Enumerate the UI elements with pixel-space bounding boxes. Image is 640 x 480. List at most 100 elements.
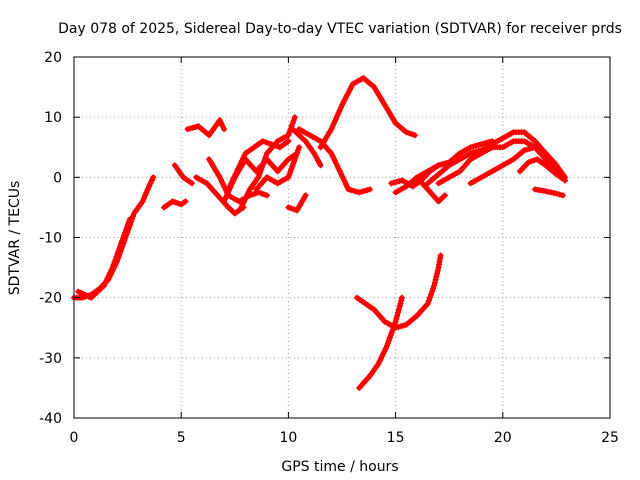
data-point bbox=[128, 218, 131, 221]
data-point bbox=[347, 188, 350, 191]
data-point bbox=[223, 200, 225, 203]
data-point bbox=[426, 182, 429, 185]
data-point bbox=[501, 146, 504, 149]
data-point bbox=[163, 206, 165, 209]
data-point bbox=[416, 314, 418, 317]
data-point bbox=[480, 152, 483, 155]
data-point bbox=[186, 128, 189, 131]
data-point bbox=[238, 200, 240, 203]
data-point bbox=[111, 266, 114, 269]
data-point bbox=[411, 185, 414, 188]
data-point bbox=[296, 209, 298, 212]
data-point bbox=[459, 158, 461, 161]
data-point bbox=[223, 128, 225, 131]
data-point bbox=[437, 164, 440, 167]
data-point bbox=[426, 302, 429, 305]
data-point bbox=[512, 158, 515, 161]
data-point bbox=[287, 206, 290, 209]
data-point bbox=[362, 77, 365, 79]
data-point bbox=[377, 362, 380, 365]
data-point bbox=[564, 179, 566, 182]
data-point bbox=[298, 146, 301, 149]
data-point bbox=[216, 194, 219, 197]
data-point bbox=[416, 176, 418, 179]
data-point bbox=[386, 344, 388, 347]
data-point bbox=[469, 152, 472, 155]
data-point bbox=[287, 140, 290, 143]
data-point bbox=[544, 190, 547, 193]
data-point bbox=[437, 200, 440, 203]
data-point bbox=[358, 387, 361, 389]
data-point bbox=[244, 158, 247, 161]
data-point bbox=[459, 170, 461, 173]
x-tick-label: 5 bbox=[177, 430, 186, 446]
data-point bbox=[248, 188, 251, 191]
data-point bbox=[208, 158, 210, 161]
data-point bbox=[433, 284, 436, 287]
data-point bbox=[218, 119, 221, 122]
data-point bbox=[523, 131, 526, 134]
data-point bbox=[81, 296, 84, 299]
data-point bbox=[287, 134, 290, 137]
data-point bbox=[390, 182, 393, 185]
data-point bbox=[448, 176, 451, 179]
data-point bbox=[253, 146, 255, 149]
data-point bbox=[394, 320, 397, 323]
data-point bbox=[276, 182, 279, 185]
data-point bbox=[257, 176, 260, 179]
data-point bbox=[501, 164, 504, 167]
data-point bbox=[368, 374, 371, 377]
data-point bbox=[313, 152, 316, 155]
data-point bbox=[141, 200, 144, 203]
y-tick-label: 10 bbox=[44, 110, 62, 126]
series-arc-20 bbox=[414, 174, 448, 205]
data-point bbox=[512, 131, 515, 134]
data-point bbox=[278, 146, 281, 149]
series-arc-7 bbox=[206, 156, 270, 205]
x-tick-label: 15 bbox=[387, 430, 405, 446]
data-point bbox=[555, 164, 558, 167]
data-point bbox=[437, 173, 440, 176]
data-point bbox=[171, 200, 174, 203]
data-point bbox=[244, 152, 247, 155]
series-arc-16 bbox=[354, 252, 444, 331]
data-point bbox=[405, 185, 408, 188]
data-point bbox=[255, 170, 258, 173]
data-point bbox=[195, 176, 198, 179]
series-line bbox=[318, 75, 418, 150]
series-arc-22 bbox=[435, 138, 568, 187]
data-point bbox=[373, 308, 376, 311]
data-point bbox=[534, 188, 536, 191]
x-axis-label: GPS time / hours bbox=[281, 459, 398, 475]
data-point bbox=[401, 296, 403, 299]
series-arc-2 bbox=[75, 216, 133, 301]
series-layer bbox=[71, 75, 568, 391]
data-point bbox=[491, 170, 493, 173]
data-point bbox=[103, 284, 105, 287]
series-line bbox=[356, 295, 405, 391]
data-point bbox=[77, 290, 80, 293]
x-tick-label: 0 bbox=[70, 430, 79, 446]
data-point bbox=[519, 170, 521, 173]
series-arc-23 bbox=[467, 144, 568, 187]
data-point bbox=[208, 134, 210, 137]
data-point bbox=[276, 170, 279, 173]
series-arc-1 bbox=[71, 174, 157, 301]
data-point bbox=[184, 200, 187, 203]
data-point bbox=[293, 116, 296, 119]
series-markers bbox=[356, 294, 406, 391]
data-point bbox=[206, 182, 208, 185]
data-point bbox=[240, 206, 243, 209]
data-point bbox=[266, 152, 268, 155]
series-line bbox=[517, 156, 568, 183]
data-point bbox=[491, 146, 493, 149]
series-arc-12 bbox=[285, 192, 309, 214]
data-point bbox=[439, 254, 442, 257]
data-point bbox=[512, 140, 515, 143]
data-point bbox=[364, 302, 367, 305]
series-arc-4 bbox=[171, 162, 195, 187]
data-point bbox=[276, 140, 279, 143]
data-point bbox=[133, 212, 135, 215]
data-point bbox=[448, 164, 451, 167]
data-point bbox=[308, 134, 311, 137]
